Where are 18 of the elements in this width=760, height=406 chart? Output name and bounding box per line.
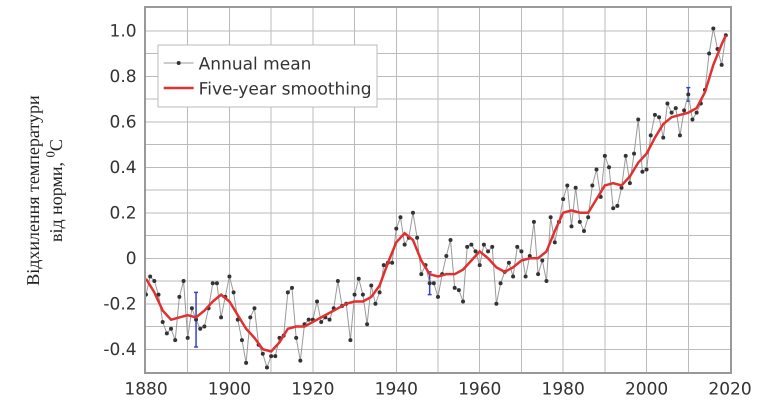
y-tick-label: 0.6 bbox=[110, 112, 137, 133]
y-tick-label: 0.2 bbox=[110, 204, 137, 224]
y-tick-label: -0.2 bbox=[103, 294, 137, 315]
x-tick-label: 2020 bbox=[708, 379, 752, 400]
x-tick-label: 1920 bbox=[291, 379, 334, 400]
legend-label: Annual mean bbox=[198, 54, 312, 75]
y-tick-label: 1.0 bbox=[110, 22, 137, 42]
y-tick-label: 0.8 bbox=[110, 67, 137, 88]
y-tick-label: 0.4 bbox=[110, 158, 137, 178]
legend-label: Five-year smoothing bbox=[198, 80, 372, 100]
x-tick-label: 1900 bbox=[208, 379, 252, 400]
x-tick-label: 1940 bbox=[374, 379, 418, 400]
y-tick-label: -0.4 bbox=[103, 340, 137, 360]
x-tick-label: 1880 bbox=[124, 379, 168, 400]
x-tick-label: 2000 bbox=[624, 379, 668, 400]
x-tick-label: 1980 bbox=[542, 379, 585, 400]
x-tick-label: 1960 bbox=[458, 379, 502, 400]
y-tick-label: 0 bbox=[126, 249, 137, 270]
